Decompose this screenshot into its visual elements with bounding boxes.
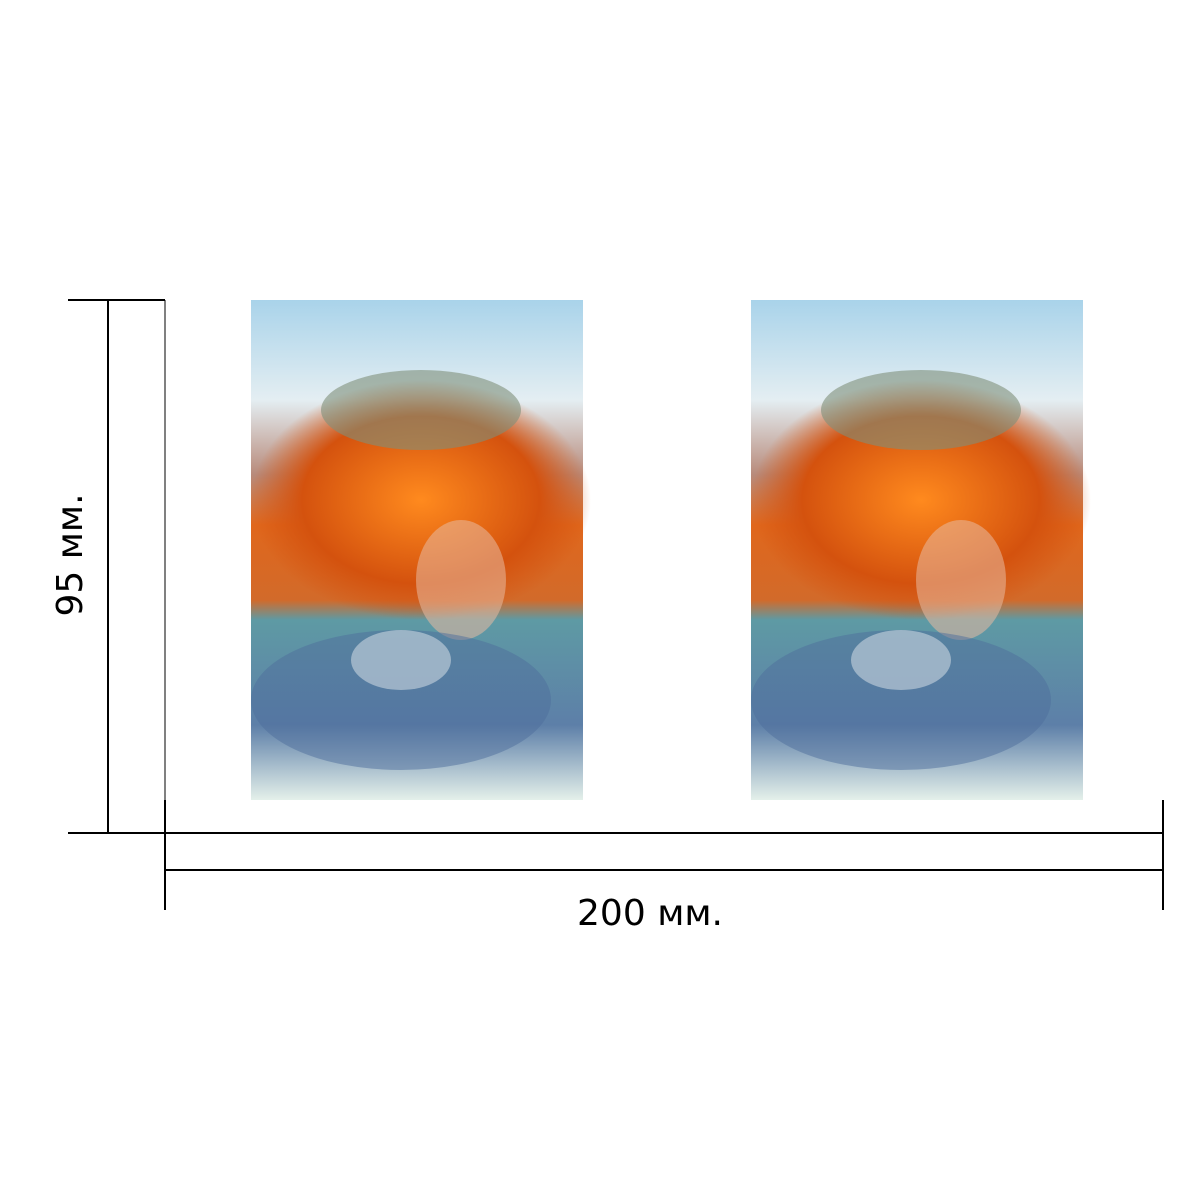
height-dimension — [68, 299, 166, 834]
height-label: 95 мм. — [50, 493, 91, 616]
width-label: 200 мм. — [577, 893, 723, 934]
width-dimension — [164, 800, 1164, 910]
photo-left — [251, 300, 591, 800]
photo-right — [751, 300, 1091, 800]
